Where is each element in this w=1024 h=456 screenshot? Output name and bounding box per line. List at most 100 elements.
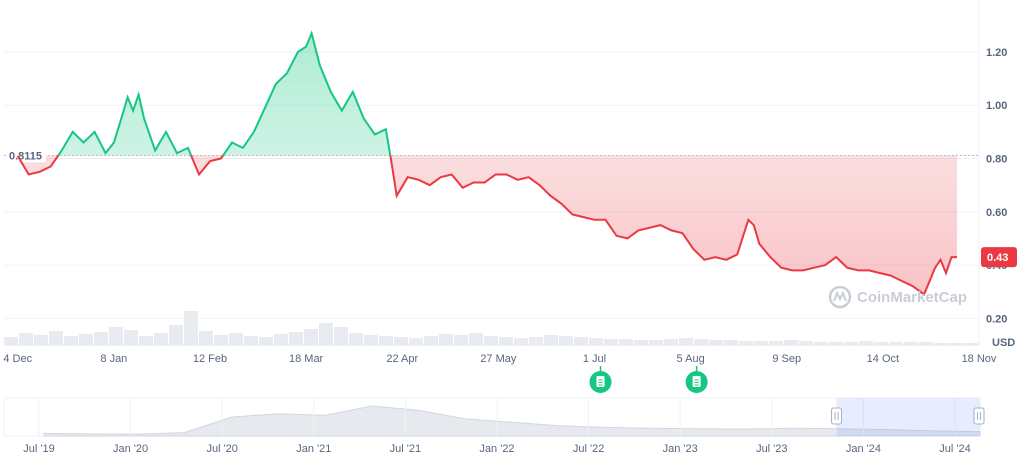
volume-bar	[259, 337, 273, 345]
event-marker[interactable]	[685, 366, 708, 393]
price-line-down	[16, 155, 957, 296]
volume-bar	[199, 331, 213, 345]
x-tick-label: 9 Sep	[772, 353, 801, 365]
navigator-tick-label: Jul '24	[939, 443, 970, 455]
navigator-tick-label: Jul '19	[23, 443, 54, 455]
document-sheet	[596, 376, 605, 387]
volume-bar	[169, 325, 183, 345]
volume-bar	[289, 332, 303, 345]
reference-label-bg	[6, 146, 46, 163]
volume-bar	[19, 333, 33, 345]
navigator-tick-label: Jul '20	[206, 443, 237, 455]
volume-bar	[814, 342, 828, 345]
volume-bar	[709, 340, 723, 345]
price-line	[16, 30, 957, 296]
coinmarketcap-logo-icon	[828, 285, 852, 309]
volume-bar	[79, 334, 93, 345]
volume-bar	[454, 335, 468, 345]
volume-bar	[574, 337, 588, 345]
volume-bar	[409, 338, 423, 345]
watermark-text: CoinMarketCap	[857, 289, 967, 306]
volume-bars	[4, 311, 978, 345]
volume-bar	[544, 335, 558, 345]
volume-bar	[154, 333, 168, 345]
volume-bar	[784, 340, 798, 345]
volume-bar	[94, 332, 108, 345]
handle-box[interactable]	[831, 407, 843, 425]
volume-bar	[319, 323, 333, 345]
volume-bar	[739, 341, 753, 345]
volume-bar	[859, 341, 873, 345]
navigator-tick-label: Jul '21	[390, 443, 421, 455]
volume-bar	[184, 311, 198, 345]
reference-label: 0.8115	[9, 150, 42, 162]
current-price-label: 0.43	[987, 252, 1008, 264]
event-marker[interactable]	[589, 366, 612, 393]
volume-bar	[874, 342, 888, 345]
navigator-tick-label: Jul '22	[573, 443, 604, 455]
x-tick-label: 4 Dec	[3, 353, 32, 365]
navigator-tick-label: Jan '24	[846, 443, 881, 455]
volume-bar	[844, 342, 858, 345]
x-tick-label: 22 Apr	[386, 353, 418, 365]
volume-bar	[679, 338, 693, 345]
logo-mark	[833, 290, 847, 302]
volume-bar	[514, 338, 528, 345]
volume-bar	[4, 337, 18, 345]
y-tick-label: 1.00	[986, 100, 1007, 112]
volume-bar	[424, 336, 438, 345]
navigator-handle-right[interactable]	[973, 407, 985, 425]
volume-bar	[529, 337, 543, 345]
volume-bar	[754, 341, 768, 345]
volume-bar	[274, 334, 288, 345]
y-tick-label: 0.20	[986, 313, 1007, 325]
event-markers[interactable]	[589, 366, 708, 393]
x-tick-label: 18 Nov	[962, 353, 997, 365]
volume-bar	[949, 343, 963, 345]
volume-bar	[214, 335, 228, 345]
volume-bar	[559, 336, 573, 345]
volume-bar	[889, 342, 903, 345]
range-navigator[interactable]: Jul '19 Jan '20 Jul '20 Jan '21 Jul '21 Jan '…	[3, 397, 985, 455]
volume-bar	[244, 336, 258, 345]
x-tick-label: 8 Jan	[100, 353, 127, 365]
volume-bar	[604, 339, 618, 345]
volume-bar	[394, 337, 408, 345]
handle-box[interactable]	[973, 407, 985, 425]
volume-bar	[34, 335, 48, 345]
volume-bar	[304, 329, 318, 345]
volume-bar	[379, 336, 393, 345]
x-tick-label: 18 Mar	[289, 353, 324, 365]
reference-line: 0.8115	[4, 146, 979, 163]
x-tick-label: 27 May	[480, 353, 517, 365]
volume-bar	[349, 333, 363, 345]
document-icon	[692, 376, 701, 387]
navigator-tick-label: Jan '20	[113, 443, 148, 455]
currency-label: USD	[992, 337, 1015, 349]
volume-bar	[829, 342, 843, 345]
document-icon	[596, 376, 605, 387]
x-tick-label: 12 Feb	[193, 353, 227, 365]
x-tick-label: 14 Oct	[867, 353, 899, 365]
price-area	[17, 33, 957, 295]
watermark: CoinMarketCap	[828, 285, 967, 309]
navigator-tick-label: Jan '21	[296, 443, 331, 455]
price-line-up	[18, 30, 392, 156]
x-tick-label: 5 Aug	[677, 353, 705, 365]
logo-ring	[828, 285, 852, 309]
navigator-selection[interactable]	[836, 398, 980, 436]
navigator-handle-left[interactable]	[831, 407, 843, 425]
volume-bar	[64, 336, 78, 345]
volume-bar	[664, 339, 678, 345]
navigator-tick-label: Jan '22	[479, 443, 514, 455]
navigator-area	[43, 405, 981, 437]
volume-bar	[49, 331, 63, 345]
volume-bar	[469, 333, 483, 345]
volume-bar	[439, 334, 453, 345]
volume-bar	[229, 333, 243, 345]
volume-bar	[649, 340, 663, 345]
volume-bar	[484, 336, 498, 345]
grid-lines	[4, 0, 980, 346]
volume-bar	[799, 341, 813, 345]
